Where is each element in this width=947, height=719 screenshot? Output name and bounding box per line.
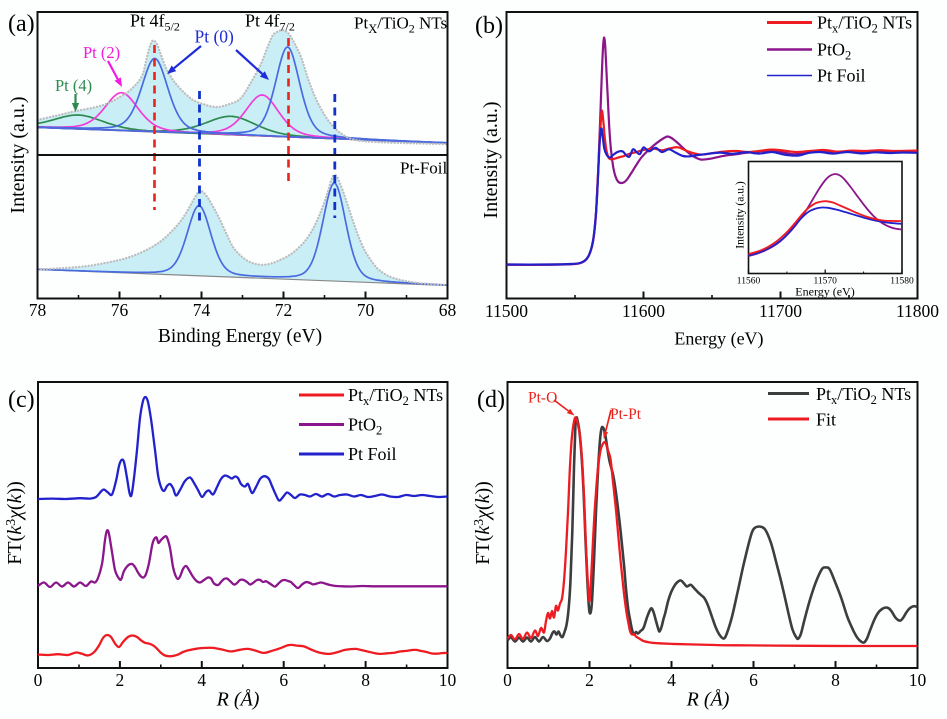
svg-text:10: 10 — [439, 670, 457, 690]
svg-text:(b): (b) — [475, 13, 503, 39]
svg-text:11500: 11500 — [485, 301, 528, 321]
svg-text:11700: 11700 — [759, 301, 802, 321]
svg-text:Pt (2): Pt (2) — [83, 43, 120, 62]
svg-text:Intensity (a.u.): Intensity (a.u.) — [7, 96, 29, 213]
svg-text:Energy (eV): Energy (eV) — [674, 329, 763, 350]
svg-text:PtO2: PtO2 — [348, 415, 382, 438]
svg-text:11560: 11560 — [737, 277, 761, 287]
svg-text:Ptx/TiO2 NTs: Ptx/TiO2 NTs — [816, 384, 911, 407]
svg-text:8: 8 — [361, 670, 370, 690]
svg-text:8: 8 — [831, 670, 840, 690]
svg-text:70: 70 — [357, 300, 375, 320]
svg-text:10: 10 — [909, 670, 927, 690]
svg-text:Pt Foil: Pt Foil — [817, 66, 866, 86]
svg-text:Energy (eV): Energy (eV) — [795, 285, 854, 299]
svg-text:6: 6 — [749, 670, 758, 690]
svg-text:78: 78 — [29, 300, 47, 320]
svg-text:(a): (a) — [8, 11, 35, 37]
svg-text:Pt Foil: Pt Foil — [348, 444, 397, 464]
svg-text:Pt-Pt: Pt-Pt — [610, 406, 642, 423]
svg-text:Ptx/TiO2 NTs: Ptx/TiO2 NTs — [817, 13, 912, 36]
svg-text:2: 2 — [585, 670, 594, 690]
svg-text:(c): (c) — [8, 387, 35, 413]
svg-text:4: 4 — [197, 670, 206, 690]
svg-text:R (Å): R (Å) — [686, 689, 730, 711]
svg-text:PtX/TiO2 NTs: PtX/TiO2 NTs — [354, 14, 447, 37]
svg-text:PtO2: PtO2 — [817, 40, 851, 63]
svg-text:R (Å): R (Å) — [216, 689, 260, 711]
svg-text:76: 76 — [111, 300, 129, 320]
svg-text:Intensity (a.u.): Intensity (a.u.) — [735, 181, 747, 249]
svg-text:11800: 11800 — [896, 301, 939, 321]
svg-text:Fit: Fit — [816, 410, 836, 430]
svg-text:68: 68 — [439, 300, 457, 320]
svg-text:(d): (d) — [477, 387, 505, 413]
svg-text:6: 6 — [279, 670, 288, 690]
svg-text:FT(k3χ(k)): FT(k3χ(k)) — [472, 481, 494, 565]
svg-text:Pt-O: Pt-O — [528, 390, 557, 407]
svg-text:Ptx/TiO2 NTs: Ptx/TiO2 NTs — [348, 385, 443, 408]
svg-text:Binding Energy (eV): Binding Energy (eV) — [158, 326, 322, 347]
svg-text:72: 72 — [275, 300, 293, 320]
svg-text:Pt-Foil: Pt-Foil — [400, 159, 448, 178]
svg-text:4: 4 — [667, 670, 676, 690]
svg-text:11580: 11580 — [890, 277, 914, 287]
svg-text:11570: 11570 — [813, 277, 837, 287]
svg-text:0: 0 — [34, 670, 43, 690]
svg-text:11600: 11600 — [622, 301, 665, 321]
svg-text:Pt (0): Pt (0) — [195, 27, 235, 47]
svg-text:74: 74 — [193, 300, 211, 320]
svg-text:FT(k3χ(k)): FT(k3χ(k)) — [4, 481, 26, 565]
svg-text:2: 2 — [116, 670, 125, 690]
svg-text:0: 0 — [503, 670, 512, 690]
svg-text:Pt (4): Pt (4) — [55, 76, 92, 95]
svg-text:Intensity (a.u.): Intensity (a.u.) — [480, 101, 502, 218]
